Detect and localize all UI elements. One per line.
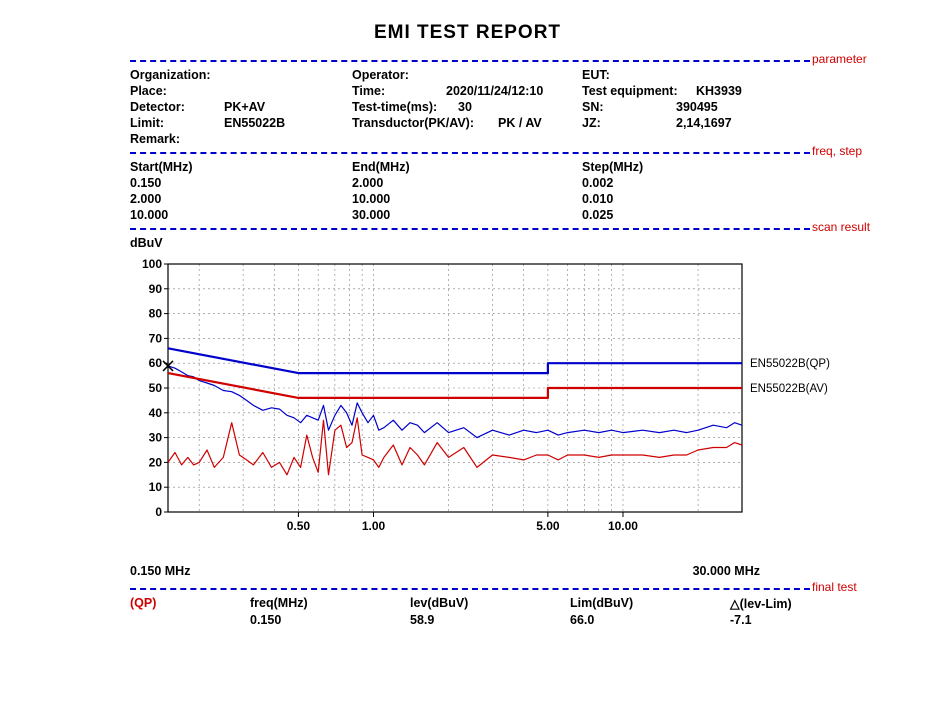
- svg-text:1.00: 1.00: [362, 519, 386, 533]
- svg-text:90: 90: [149, 282, 163, 296]
- freqstep-head-step: Step(MHz): [582, 160, 802, 174]
- param-remark: Remark:: [130, 132, 352, 146]
- svg-text:EN55022B(QP): EN55022B(QP): [750, 358, 830, 370]
- param-jz: JZ:2,14,1697: [582, 116, 802, 130]
- param-testtime: Test-time(ms):30: [352, 100, 582, 114]
- svg-text:5.00: 5.00: [536, 519, 560, 533]
- final-lim: 66.0: [570, 613, 730, 627]
- emi-chart: 0 10 20 30 40 50 60 70 80 90 100 0.50 1.00 5.00 10.00 E…: [130, 256, 870, 560]
- param-organization: Organization:: [130, 68, 352, 82]
- freqstep-cell: 2.000: [352, 176, 582, 190]
- svg-text:10.00: 10.00: [608, 519, 638, 533]
- freqstep-cell: 30.000: [352, 208, 582, 222]
- final-head-qp: (QP): [130, 596, 250, 611]
- emi-report: EMI TEST REPORT parameter Organization: …: [0, 0, 935, 715]
- chart-ylabel: dBuV: [130, 236, 875, 250]
- svg-text:0.50: 0.50: [287, 519, 311, 533]
- svg-text:100: 100: [142, 257, 162, 271]
- param-time: Time:2020/11/24/12:10: [352, 84, 582, 98]
- final-test-grid: (QP) freq(MHz) lev(dBuV) Lim(dBuV) △(lev…: [130, 596, 875, 627]
- dash-line: [130, 228, 810, 230]
- section-label-parameter: parameter: [812, 52, 867, 66]
- section-label-finaltest: final test: [812, 580, 857, 594]
- svg-text:EN55022B(AV): EN55022B(AV): [750, 383, 828, 395]
- param-sn: SN:390495: [582, 100, 802, 114]
- freqstep-cell: 0.002: [582, 176, 802, 190]
- freqstep-cell: 10.000: [130, 208, 352, 222]
- param-testequip: Test equipment:KH3939: [582, 84, 802, 98]
- divider-scanresult: scan result: [60, 222, 875, 236]
- dash-line: [130, 588, 810, 590]
- svg-text:50: 50: [149, 381, 163, 395]
- svg-text:30: 30: [149, 431, 163, 445]
- param-transductor: Transductor(PK/AV):PK / AV: [352, 116, 582, 130]
- section-label-scanresult: scan result: [812, 220, 870, 234]
- svg-text:60: 60: [149, 356, 163, 370]
- freqstep-cell: 2.000: [130, 192, 352, 206]
- freqstep-cell: 0.150: [130, 176, 352, 190]
- svg-text:20: 20: [149, 455, 163, 469]
- final-head-delta: △(lev-Lim): [730, 596, 850, 611]
- final-head-freq: freq(MHz): [250, 596, 410, 611]
- dash-line: [130, 60, 810, 62]
- final-lev: 58.9: [410, 613, 570, 627]
- param-detector: Detector:PK+AV: [130, 100, 352, 114]
- divider-finaltest: final test: [60, 582, 875, 596]
- param-operator: Operator:: [352, 68, 582, 82]
- svg-text:10: 10: [149, 480, 163, 494]
- freqstep-head-end: End(MHz): [352, 160, 582, 174]
- final-delta: -7.1: [730, 613, 850, 627]
- divider-freqstep: freq, step: [60, 146, 875, 160]
- freqstep-cell: 0.010: [582, 192, 802, 206]
- freqstep-grid: Start(MHz) End(MHz) Step(MHz) 0.150 2.00…: [130, 160, 875, 222]
- svg-text:40: 40: [149, 406, 163, 420]
- final-head-lim: Lim(dBuV): [570, 596, 730, 611]
- xaxis-range-labels: 0.150 MHz 30.000 MHz: [130, 564, 760, 578]
- final-freq: 0.150: [250, 613, 410, 627]
- param-eut: EUT:: [582, 68, 802, 82]
- svg-text:70: 70: [149, 331, 163, 345]
- parameters-grid: Organization: Operator: EUT: Place: Time…: [130, 68, 875, 146]
- section-label-freqstep: freq, step: [812, 144, 862, 158]
- dash-line: [130, 152, 810, 154]
- freqstep-cell: 0.025: [582, 208, 802, 222]
- freqstep-cell: 10.000: [352, 192, 582, 206]
- report-title: EMI TEST REPORT: [60, 22, 875, 44]
- svg-text:80: 80: [149, 307, 163, 321]
- param-place: Place:: [130, 84, 352, 98]
- freqstep-head-start: Start(MHz): [130, 160, 352, 174]
- divider-parameter: parameter: [60, 54, 875, 68]
- param-limit: Limit:EN55022B: [130, 116, 352, 130]
- chart-container: 0 10 20 30 40 50 60 70 80 90 100 0.50 1.00 5.00 10.00 E…: [130, 256, 875, 560]
- xaxis-left: 0.150 MHz: [130, 564, 190, 578]
- final-head-lev: lev(dBuV): [410, 596, 570, 611]
- xaxis-right: 30.000 MHz: [693, 564, 760, 578]
- svg-text:0: 0: [155, 505, 162, 519]
